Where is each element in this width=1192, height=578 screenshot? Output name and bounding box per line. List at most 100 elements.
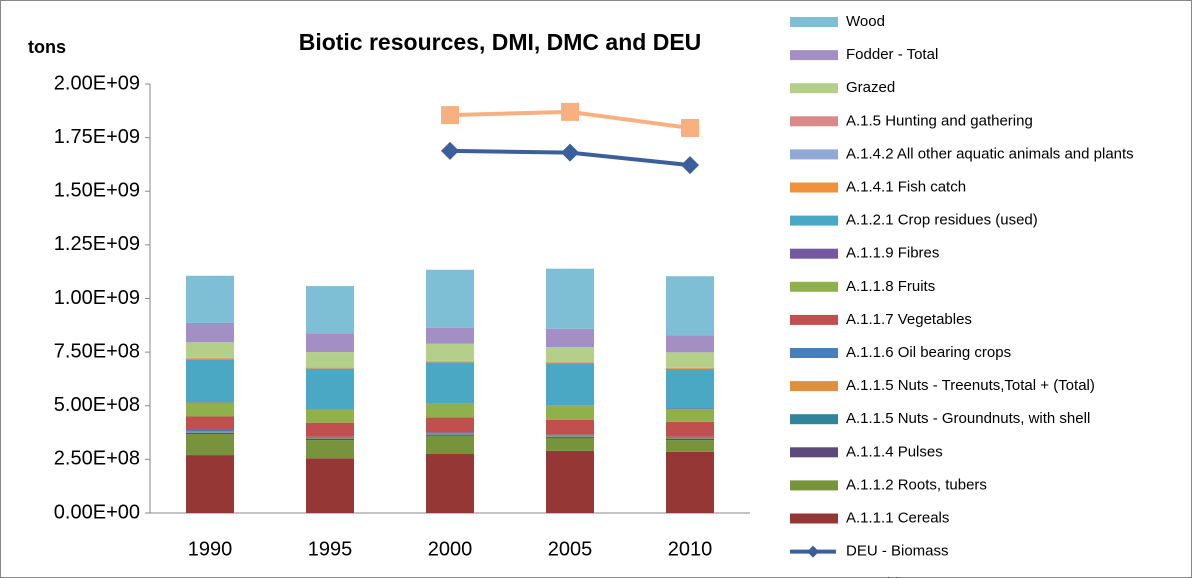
legend-swatch: [790, 414, 838, 425]
x-tick-label: 2010: [668, 538, 713, 560]
y-tick-label: 1.00E+09: [54, 287, 140, 309]
bar-segment: [426, 435, 474, 455]
legend-label: A.1.1.7 Vegetables: [846, 311, 972, 328]
bar-segment: [546, 362, 594, 364]
bar-segment: [186, 416, 234, 430]
legend-swatch: [790, 116, 838, 127]
y-tick-label: 1.25E+09: [54, 233, 140, 255]
bar-segment: [666, 451, 714, 513]
bar-segment: [426, 361, 474, 363]
legend-swatch: [790, 480, 838, 491]
bar-segment: [306, 422, 354, 437]
legend-swatch: [790, 381, 838, 392]
bar-segment: [666, 438, 714, 439]
bar-segment: [666, 352, 714, 368]
legend-label: Wood: [846, 13, 885, 30]
legend-label: A.1.1.5 Nuts - Groundnuts, with shell: [846, 410, 1090, 427]
bar-segment: [186, 429, 234, 432]
bar-segment: [306, 367, 354, 369]
bar-segment: [306, 368, 354, 410]
chart-title: Biotic resources, DMI, DMC and DEU: [299, 29, 702, 55]
legend-swatch: [790, 149, 838, 160]
bar-segment: [186, 434, 234, 456]
bar-segment: [666, 335, 714, 353]
bar-segment: [426, 454, 474, 513]
legend-label: A.1.4.1 Fish catch: [846, 178, 966, 195]
legend-label: A.1.1.9 Fibres: [846, 245, 939, 262]
bar-segment: [426, 417, 474, 433]
x-tick-label: 1995: [308, 538, 353, 560]
bar-segment: [426, 434, 474, 436]
y-tick-label: 7.50E+08: [54, 340, 140, 362]
legend-marker: [807, 545, 819, 558]
bar-segment: [306, 352, 354, 368]
legend-label: A.1.2.1 Crop residues (used): [846, 212, 1038, 229]
bar-segment: [306, 436, 354, 438]
line-marker: [441, 106, 459, 125]
bar-segment: [306, 458, 354, 513]
legend-swatch: [790, 281, 838, 292]
bar-segment: [546, 437, 594, 451]
bar-segment: [546, 450, 594, 513]
bar-segment: [666, 276, 714, 336]
legend-swatch: [790, 348, 838, 358]
bar-segment: [426, 434, 474, 435]
bar-segment: [666, 436, 714, 438]
y-tick-label: 0.00E+00: [54, 501, 140, 523]
y-tick-label: 5.00E+08: [54, 394, 140, 416]
legend-label: DEU - Biomass: [846, 543, 949, 560]
bar-segment: [186, 432, 234, 435]
legend-label: DMI - biomass: [846, 576, 943, 578]
bar-segment: [546, 419, 594, 435]
bar-segment: [666, 368, 714, 409]
y-tick-label: 1.50E+09: [54, 180, 140, 202]
line-marker: [681, 156, 699, 175]
bar-segment: [426, 327, 474, 344]
bar-segment: [186, 455, 234, 513]
legend-swatch: [790, 83, 838, 94]
y-axis-label: tons: [28, 37, 66, 57]
line-marker: [561, 143, 579, 162]
legend-label: Grazed: [846, 79, 895, 96]
legend-swatch: [790, 513, 838, 524]
line-marker: [441, 141, 459, 160]
legend-label: A.1.1.4 Pulses: [846, 443, 943, 460]
bar-segment: [426, 403, 474, 418]
bar-segment: [426, 362, 474, 404]
bar-segment: [666, 367, 714, 369]
bar-segment: [546, 328, 594, 347]
bar-segment: [666, 440, 714, 452]
bar-segment: [186, 275, 234, 323]
legend-swatch: [790, 248, 838, 259]
bar-segment: [186, 402, 234, 417]
bar-segment: [306, 286, 354, 334]
bar-segment: [306, 438, 354, 439]
bar-segment: [666, 438, 714, 441]
bar-segment: [306, 333, 354, 353]
x-tick-label: 2005: [548, 538, 593, 560]
bar-segment: [546, 346, 594, 362]
bar-segment: [666, 421, 714, 437]
bar-segment: [306, 438, 354, 441]
bar-segment: [546, 436, 594, 438]
legend-swatch: [790, 182, 838, 193]
legend-swatch: [790, 314, 838, 325]
legend-label: A.1.4.2 All other aquatic animals and pl…: [846, 145, 1134, 162]
line-marker: [561, 102, 579, 121]
legend-swatch: [790, 215, 838, 226]
legend-label: A.1.1.2 Roots, tubers: [846, 476, 987, 493]
y-tick-label: 2.00E+09: [54, 72, 140, 94]
x-tick-label: 1990: [188, 538, 233, 560]
legend-label: Fodder - Total: [846, 46, 938, 63]
bar-segment: [186, 359, 234, 403]
bar-segment: [426, 343, 474, 361]
bar-segment: [186, 358, 234, 360]
legend-label: A.1.1.6 Oil bearing crops: [846, 344, 1011, 361]
legend-label: A.1.1.5 Nuts - Treenuts,Total + (Total): [846, 377, 1095, 394]
bar-segment: [546, 363, 594, 406]
bar-segment: [186, 322, 234, 343]
x-tick-label: 2000: [428, 538, 473, 560]
bar-segment: [186, 342, 234, 358]
